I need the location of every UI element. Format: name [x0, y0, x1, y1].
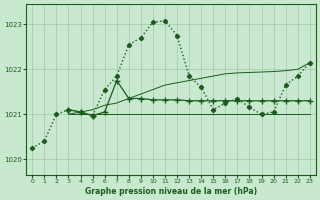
X-axis label: Graphe pression niveau de la mer (hPa): Graphe pression niveau de la mer (hPa)	[85, 187, 257, 196]
